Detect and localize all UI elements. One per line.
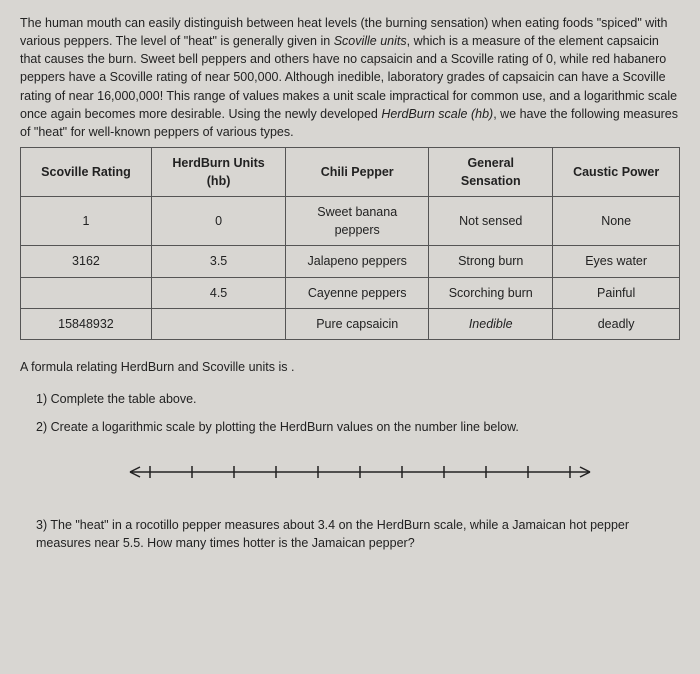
formula-line: A formula relating HerdBurn and Scoville… <box>20 358 680 376</box>
question-1: 1) Complete the table above. <box>36 390 680 408</box>
question-2: 2) Create a logarithmic scale by plottin… <box>36 418 680 436</box>
col-caustic: Caustic Power <box>553 147 680 196</box>
number-line <box>100 452 600 492</box>
col-chili: Chili Pepper <box>286 147 429 196</box>
table-row: 1 0 Sweet banana peppers Not sensed None <box>21 197 680 246</box>
col-sensation: General Sensation <box>429 147 553 196</box>
col-scoville: Scoville Rating <box>21 147 152 196</box>
question-3: 3) The "heat" in a rocotillo pepper meas… <box>36 516 680 552</box>
table-row: 15848932 Pure capsaicin Inedible deadly <box>21 308 680 339</box>
table-row: 3162 3.5 Jalapeno peppers Strong burn Ey… <box>21 246 680 277</box>
pepper-table: Scoville Rating HerdBurn Units (hb) Chil… <box>20 147 680 340</box>
table-row: 4.5 Cayenne peppers Scorching burn Painf… <box>21 277 680 308</box>
col-herdburn: HerdBurn Units (hb) <box>151 147 285 196</box>
intro-paragraph: The human mouth can easily distinguish b… <box>20 14 680 141</box>
intro-text: The human mouth can easily distinguish b… <box>20 16 678 139</box>
table-header-row: Scoville Rating HerdBurn Units (hb) Chil… <box>21 147 680 196</box>
